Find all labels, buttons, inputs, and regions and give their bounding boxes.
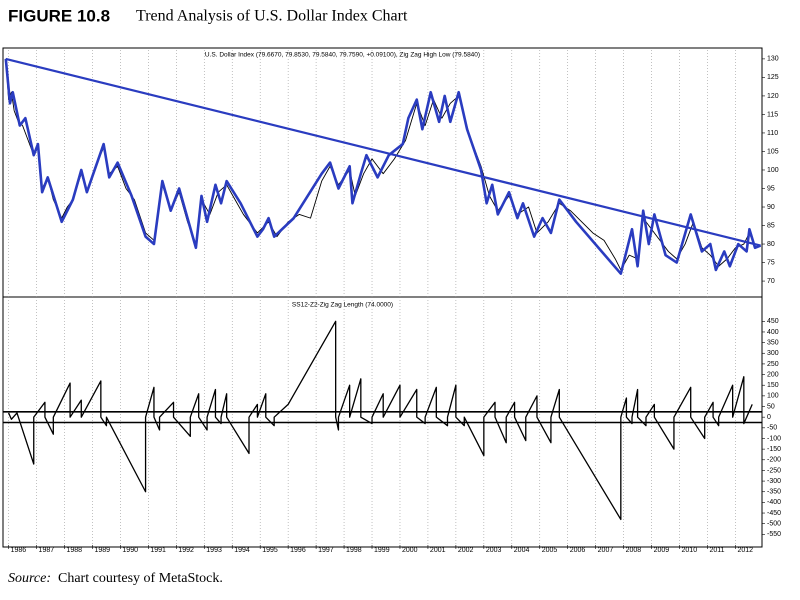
- data-line: [4, 58, 762, 275]
- y-tick-label: 125: [767, 74, 779, 81]
- panel-title: SS12-Z2-Zig Zag Length (74.0000): [292, 302, 393, 309]
- data-line: [5, 57, 761, 247]
- x-tick-label: 2000: [402, 547, 418, 554]
- x-tick-label: 2009: [654, 547, 670, 554]
- x-tick-label: 2012: [737, 547, 753, 554]
- x-tick-label: 1992: [178, 547, 194, 554]
- y-tick-label: 95: [767, 185, 775, 192]
- y-tick-label: 150: [767, 382, 779, 389]
- x-tick-label: 1998: [346, 547, 362, 554]
- y-tick-label: -150: [767, 446, 781, 453]
- y-tick-label: -300: [767, 478, 781, 485]
- x-tick-label: 1987: [39, 547, 55, 554]
- y-tick-label: 450: [767, 318, 779, 325]
- x-tick-label: 2003: [486, 547, 502, 554]
- x-tick-label: 1993: [206, 547, 222, 554]
- y-tick-label: -350: [767, 489, 781, 496]
- panel-title: U.S. Dollar Index (79.6670, 79.8530, 79.…: [205, 52, 480, 59]
- x-tick-label: 2010: [682, 547, 698, 554]
- source-label: Source:: [8, 571, 51, 586]
- y-tick-label: -550: [767, 531, 781, 538]
- x-tick-label: 1997: [318, 547, 334, 554]
- y-tick-label: 0: [767, 414, 771, 421]
- x-tick-label: 2004: [514, 547, 530, 554]
- y-tick-label: -500: [767, 521, 781, 528]
- x-tick-label: 2011: [709, 547, 724, 554]
- y-tick-label: -400: [767, 499, 781, 506]
- y-tick-label: 115: [767, 111, 778, 118]
- x-tick-label: 2008: [626, 547, 642, 554]
- x-tick-label: 1994: [234, 547, 250, 554]
- x-tick-label: 2007: [598, 547, 614, 554]
- x-tick-label: 2005: [542, 547, 558, 554]
- x-tick-label: 1988: [67, 547, 83, 554]
- y-tick-label: 75: [767, 259, 775, 266]
- y-tick-label: 200: [767, 371, 779, 378]
- y-tick-label: 90: [767, 204, 775, 211]
- y-tick-label: 130: [767, 56, 779, 63]
- x-tick-label: 2002: [458, 547, 474, 554]
- y-tick-label: 100: [767, 393, 779, 400]
- y-tick-label: -250: [767, 467, 781, 474]
- x-tick-label: 1999: [374, 547, 390, 554]
- y-tick-label: 80: [767, 241, 775, 248]
- x-tick-label: 1990: [122, 547, 138, 554]
- y-tick-label: 70: [767, 278, 775, 285]
- y-tick-label: 300: [767, 350, 779, 357]
- x-tick-label: 1996: [290, 547, 306, 554]
- y-tick-label: 120: [767, 93, 779, 100]
- y-tick-label: 400: [767, 329, 779, 336]
- y-tick-label: 50: [767, 403, 775, 410]
- x-tick-label: 2006: [570, 547, 586, 554]
- x-tick-label: 1995: [262, 547, 278, 554]
- y-tick-label: -100: [767, 435, 781, 442]
- data-line: [7, 320, 753, 521]
- y-tick-label: 110: [767, 130, 778, 137]
- y-tick-label: 250: [767, 361, 779, 368]
- y-tick-label: 350: [767, 339, 779, 346]
- figure-title: Trend Analysis of U.S. Dollar Index Char…: [136, 8, 408, 25]
- figure-label: FIGURE 10.8: [8, 6, 110, 25]
- source-text: Chart courtesy of MetaStock.: [58, 571, 223, 586]
- y-tick-label: 85: [767, 222, 775, 229]
- x-tick-label: 1986: [11, 547, 27, 554]
- x-tick-label: 1989: [94, 547, 110, 554]
- x-tick-label: 2001: [430, 547, 446, 554]
- y-tick-label: -50: [767, 425, 777, 432]
- y-tick-label: -450: [767, 510, 781, 517]
- x-tick-label: 1991: [150, 547, 166, 554]
- y-tick-label: 100: [767, 167, 779, 174]
- y-tick-label: 105: [767, 148, 779, 155]
- y-tick-label: -200: [767, 457, 781, 464]
